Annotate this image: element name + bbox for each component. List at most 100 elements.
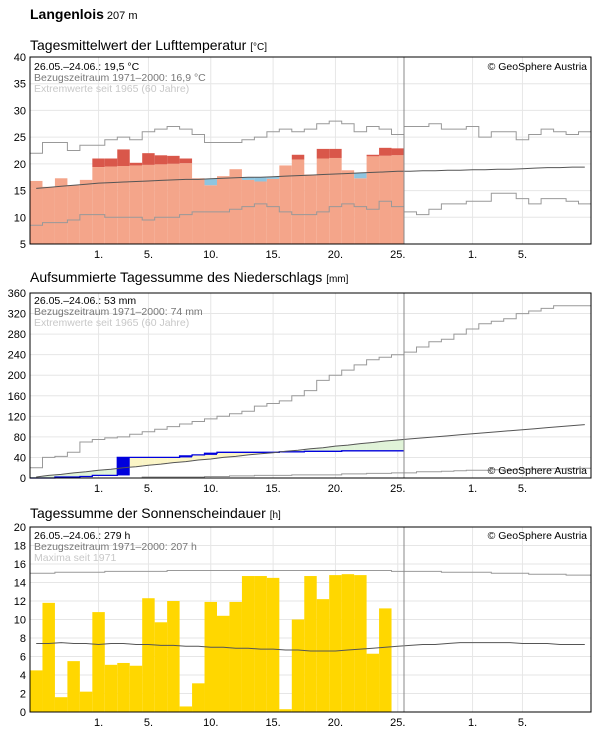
precip-xtick-label: 5. <box>144 483 153 495</box>
precip-diff-band <box>92 470 105 476</box>
temp-xtick-label: 5. <box>518 249 527 261</box>
temp-bar-base <box>329 174 342 244</box>
precip-diff-band <box>254 452 267 454</box>
temp-bar-base <box>341 173 355 244</box>
precip-extreme-min-line <box>30 467 591 479</box>
precip-daily-increment <box>117 457 130 476</box>
temp-bar-base <box>366 172 380 244</box>
sun-bar <box>154 622 168 712</box>
precip-diff-band <box>241 452 255 455</box>
sun-xtick-label: 25. <box>390 717 405 729</box>
temp-copyright: © GeoSphere Austria <box>488 61 588 73</box>
temp-bar-below <box>254 177 267 182</box>
sun-bar <box>329 575 342 712</box>
sun-xtick-label: 5. <box>518 717 527 729</box>
station-elevation: 207 m <box>106 10 138 22</box>
temp-bar-base <box>129 181 143 244</box>
temp-bar-above <box>92 158 105 168</box>
temp-ytick-label: 35 <box>14 79 26 91</box>
precip-diff-band <box>104 469 118 476</box>
temp-bar-base <box>117 182 130 244</box>
sun-ytick-label: 16 <box>14 559 26 571</box>
temp-bar-mid <box>316 158 330 175</box>
temp-bar-mid <box>366 156 380 173</box>
precip-ytick-label: 40 <box>14 452 26 464</box>
temp-bar-above <box>154 155 168 165</box>
temp-bar-base <box>204 185 217 244</box>
precip-diff-band <box>67 472 80 477</box>
temp-bar-base <box>254 181 267 244</box>
temp-bar-base <box>167 179 180 244</box>
precip-diff-band <box>329 446 342 452</box>
temp-ytick-label: 40 <box>14 52 26 64</box>
temp-bar-mid <box>129 165 143 182</box>
precip-diff-band <box>42 475 55 478</box>
temp-extreme-min-line <box>30 192 591 226</box>
precip-xtick-label: 1. <box>468 483 477 495</box>
precip-diff-band <box>167 457 180 463</box>
precip-diff-band <box>154 457 168 465</box>
temp-bar-above <box>366 154 380 157</box>
sun-bar <box>266 577 280 712</box>
temp-bar-mid <box>341 170 355 174</box>
sun-bar <box>67 661 80 712</box>
temp-xtick-label: 15. <box>265 249 280 261</box>
precip-diff-band <box>316 447 330 452</box>
temp-bar-mid <box>279 165 292 177</box>
sun-bar <box>54 697 68 712</box>
temp-bar-base <box>54 186 68 244</box>
sun-ytick-label: 12 <box>14 596 26 608</box>
precip-info-reference: Bezugszeitraum 1971–2000: 74 mm <box>34 306 203 318</box>
sun-bar <box>204 601 217 712</box>
temp-bar-base <box>217 178 230 244</box>
temp-xtick-label: 1. <box>94 249 103 261</box>
sun-title-text: Tagessumme der Sonnenscheindauer <box>30 505 266 521</box>
precip-bar <box>254 452 266 478</box>
temp-bar-mid <box>179 163 193 180</box>
temp-bar-mid <box>104 166 118 183</box>
sun-bar <box>179 706 193 712</box>
temp-plot-frame <box>29 56 592 245</box>
precip-chart-title: Aufsummierte Tagessumme des Niederschlag… <box>30 269 348 285</box>
precip-bar <box>367 451 379 478</box>
temp-normal-line <box>36 166 585 189</box>
temp-bar-base <box>266 178 280 244</box>
temp-bar-mid <box>154 164 168 181</box>
temp-bar-base <box>304 175 317 244</box>
precip-daily-increment <box>204 453 217 455</box>
precip-xtick-label: 15. <box>265 483 280 495</box>
temp-bar-base <box>104 182 118 244</box>
sun-ytick-label: 2 <box>20 689 26 701</box>
sun-extreme-max-line <box>30 570 591 576</box>
temp-bar-base <box>279 176 292 244</box>
sun-bar <box>79 691 93 712</box>
precip-diff-band <box>79 471 93 477</box>
precip-diff-band <box>129 457 143 467</box>
sun-xtick-label: 5. <box>144 717 153 729</box>
sun-chart-title: Tagessumme der Sonnenscheindauer [h] <box>30 505 281 521</box>
sun-bar <box>92 612 105 712</box>
precip-diff-band <box>341 445 355 451</box>
precip-plot-frame <box>29 292 592 479</box>
precip-bar <box>317 451 329 478</box>
temp-xtick-label: 10. <box>203 249 218 261</box>
temp-bar-above <box>167 155 180 164</box>
sun-bar <box>229 601 242 712</box>
temp-title-text: Tagesmittelwert der Lufttemperatur <box>30 37 247 53</box>
temp-xtick-label: 5. <box>144 249 153 261</box>
precip-diff-band <box>366 442 380 451</box>
precip-diff-band <box>391 439 404 451</box>
temp-ytick-label: 30 <box>14 105 26 117</box>
temp-bar-base <box>379 171 392 244</box>
precip-diff-band <box>204 453 217 459</box>
temp-bar-mid <box>54 178 68 187</box>
temp-bar-base <box>229 177 242 244</box>
temp-bar-base <box>241 179 255 244</box>
temp-info-actual: 26.05.–24.06.: 19,5 °C <box>34 61 140 73</box>
sun-info-reference: Bezugszeitraum 1971–2000: 207 h <box>34 541 197 553</box>
sun-bar <box>117 662 130 712</box>
sun-info-actual: 26.05.–24.06.: 279 h <box>34 530 130 542</box>
temp-bar-mid <box>117 165 130 183</box>
temp-bar-above <box>129 162 143 166</box>
temp-bar-above <box>104 158 118 167</box>
